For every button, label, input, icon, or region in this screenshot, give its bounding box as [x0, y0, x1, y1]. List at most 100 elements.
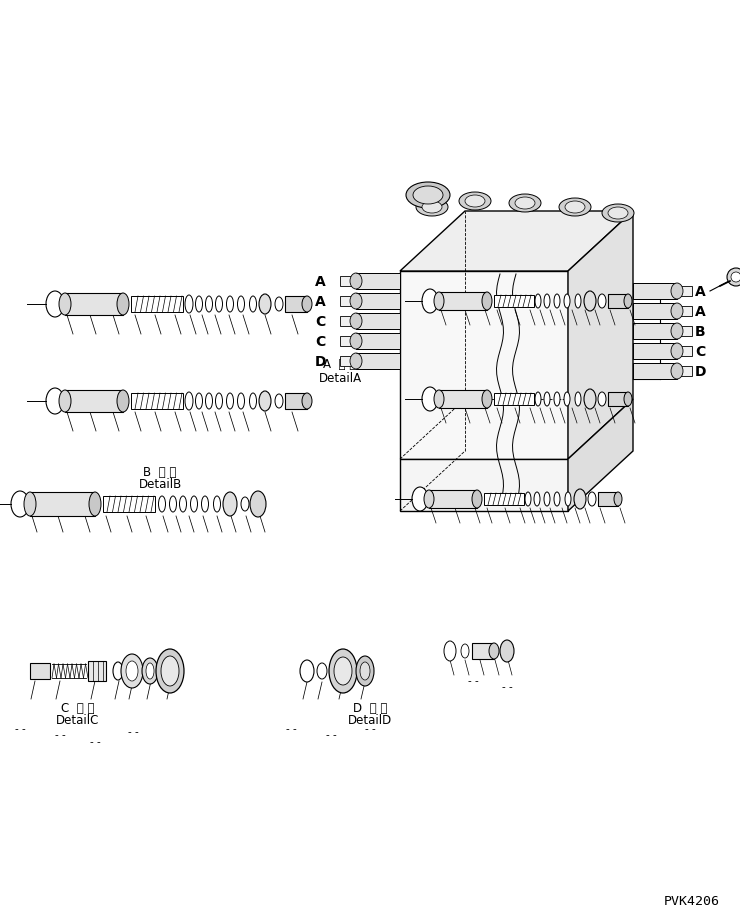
Ellipse shape	[624, 392, 632, 406]
Ellipse shape	[214, 496, 221, 513]
Ellipse shape	[434, 292, 444, 311]
Text: - -: - -	[90, 736, 101, 746]
Bar	[633, 303, 677, 320]
Bar	[439, 292, 487, 311]
Ellipse shape	[416, 199, 448, 217]
Ellipse shape	[360, 663, 370, 680]
Ellipse shape	[146, 664, 154, 679]
Ellipse shape	[226, 297, 234, 312]
Ellipse shape	[584, 291, 596, 312]
Bar	[356, 354, 400, 369]
Ellipse shape	[544, 493, 550, 506]
Ellipse shape	[142, 658, 158, 685]
Text: DetailB: DetailB	[138, 478, 181, 491]
Ellipse shape	[598, 392, 606, 406]
Ellipse shape	[444, 641, 456, 662]
Ellipse shape	[624, 295, 632, 309]
Ellipse shape	[422, 289, 438, 313]
Ellipse shape	[11, 492, 29, 517]
Polygon shape	[400, 211, 633, 272]
Ellipse shape	[89, 493, 101, 516]
Ellipse shape	[671, 364, 683, 380]
Bar	[677, 326, 692, 336]
Ellipse shape	[329, 650, 357, 693]
Bar	[677, 307, 692, 317]
Polygon shape	[568, 211, 633, 460]
Bar	[131, 393, 183, 410]
Text: - -: - -	[55, 729, 66, 739]
Ellipse shape	[406, 183, 450, 209]
Text: PVK4206: PVK4206	[664, 894, 720, 907]
Circle shape	[727, 268, 740, 287]
Bar	[30, 664, 50, 679]
Ellipse shape	[515, 198, 535, 210]
Ellipse shape	[275, 394, 283, 409]
Text: D: D	[314, 355, 326, 369]
Ellipse shape	[59, 391, 71, 413]
Ellipse shape	[195, 297, 203, 312]
Bar	[598, 493, 618, 506]
Ellipse shape	[350, 274, 362, 289]
Ellipse shape	[223, 493, 237, 516]
Ellipse shape	[574, 490, 586, 509]
Text: C: C	[315, 335, 325, 348]
Ellipse shape	[206, 297, 212, 312]
Ellipse shape	[554, 295, 560, 309]
Ellipse shape	[241, 497, 249, 512]
Bar	[494, 296, 534, 308]
Ellipse shape	[226, 393, 234, 410]
Polygon shape	[400, 460, 568, 512]
Bar	[484, 494, 524, 505]
Bar	[285, 393, 307, 410]
Ellipse shape	[259, 295, 271, 314]
Ellipse shape	[565, 202, 585, 214]
Ellipse shape	[121, 654, 143, 688]
Ellipse shape	[525, 493, 531, 506]
Text: - -: - -	[468, 675, 479, 686]
Ellipse shape	[509, 195, 541, 213]
Bar	[439, 391, 487, 409]
Ellipse shape	[564, 392, 570, 406]
Bar	[340, 317, 356, 326]
Text: B: B	[695, 324, 706, 338]
Bar	[429, 491, 477, 508]
Ellipse shape	[564, 295, 570, 309]
Ellipse shape	[544, 295, 550, 309]
Bar	[494, 393, 534, 405]
Ellipse shape	[350, 294, 362, 310]
Ellipse shape	[554, 392, 560, 406]
Ellipse shape	[434, 391, 444, 409]
Ellipse shape	[544, 392, 550, 406]
Ellipse shape	[249, 393, 257, 410]
Ellipse shape	[465, 196, 485, 208]
Ellipse shape	[300, 660, 314, 682]
Bar	[356, 313, 400, 330]
Text: - -: - -	[128, 726, 139, 736]
Bar	[65, 294, 123, 315]
Bar	[633, 344, 677, 359]
Ellipse shape	[459, 193, 491, 210]
Text: - -: - -	[365, 723, 376, 733]
Ellipse shape	[482, 292, 492, 311]
Ellipse shape	[195, 393, 203, 410]
Ellipse shape	[169, 496, 177, 513]
Bar	[633, 323, 677, 340]
Ellipse shape	[215, 297, 223, 312]
Ellipse shape	[59, 294, 71, 315]
Ellipse shape	[334, 657, 352, 686]
Ellipse shape	[238, 297, 244, 312]
Ellipse shape	[126, 662, 138, 681]
Text: DetailD: DetailD	[348, 713, 392, 726]
Text: C  詳 細: C 詳 細	[61, 700, 95, 714]
Ellipse shape	[422, 388, 438, 412]
Text: - -: - -	[502, 681, 513, 691]
Ellipse shape	[671, 344, 683, 359]
Circle shape	[731, 273, 740, 283]
Bar	[340, 277, 356, 287]
Ellipse shape	[113, 663, 123, 680]
Bar	[131, 297, 183, 312]
Bar	[356, 274, 400, 289]
Text: A: A	[695, 285, 706, 299]
Ellipse shape	[317, 664, 327, 679]
Ellipse shape	[584, 390, 596, 410]
